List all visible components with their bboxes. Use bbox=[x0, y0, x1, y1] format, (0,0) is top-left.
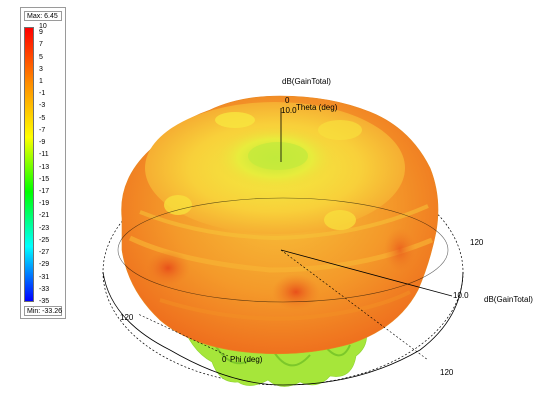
legend-tick-label: -9 bbox=[39, 139, 46, 147]
legend-min-value: Min: -33.26 bbox=[24, 306, 62, 316]
legend-tick-label: -1 bbox=[39, 90, 46, 98]
surface-highlight-4 bbox=[318, 120, 362, 140]
legend-tick-label: -27 bbox=[39, 249, 50, 257]
surface-highlight-2 bbox=[324, 210, 356, 230]
legend-tick-label: 7 bbox=[39, 41, 43, 49]
legend-tick-label: -31 bbox=[39, 273, 50, 281]
x-label-120-bottom: 120 bbox=[440, 368, 454, 377]
legend-tick-label: -15 bbox=[39, 175, 50, 183]
legend-tick-label: 10 bbox=[39, 23, 47, 30]
color-legend: Max: 6.45 10 9 7 5 3 1 -1 -3 -5 -7 -9 -11 -13 -15 -17 -… bbox=[20, 7, 66, 319]
legend-tick-label: -3 bbox=[39, 102, 46, 110]
legend-tick-label: 5 bbox=[39, 53, 43, 61]
legend-tick-label: -19 bbox=[39, 200, 50, 208]
gain-hotspot-2 bbox=[272, 274, 320, 310]
legend-tick-label: -29 bbox=[39, 261, 50, 269]
central-dip-core bbox=[248, 142, 308, 170]
z-axis-title: dB(GainTotal) bbox=[282, 77, 331, 86]
x-label-120-left: 120 bbox=[120, 313, 134, 322]
surface-highlight-3 bbox=[215, 112, 255, 128]
contour-band-2 bbox=[139, 204, 429, 241]
legend-tick-label: 9 bbox=[39, 29, 43, 37]
legend-max-value: Max: 6.45 bbox=[24, 11, 62, 21]
contour-band-3 bbox=[159, 290, 411, 321]
x-axis bbox=[280, 249, 453, 297]
z-label-0: 0 bbox=[285, 96, 290, 105]
legend-tick-label: -13 bbox=[39, 163, 50, 171]
legend-tick-label: 1 bbox=[39, 78, 43, 85]
legend-tick-label: -23 bbox=[39, 224, 50, 232]
legend-tick-label: -17 bbox=[39, 188, 50, 195]
x-label-10: 10.0 bbox=[453, 291, 469, 300]
gain-hotspot-1 bbox=[146, 250, 190, 286]
legend-tick-label: -33 bbox=[39, 285, 50, 293]
legend-tick-label: -21 bbox=[39, 212, 50, 220]
phi-label-0: 0 bbox=[222, 355, 227, 364]
horizontal-ring bbox=[117, 197, 449, 303]
legend-color-bar bbox=[24, 27, 34, 302]
y-axis bbox=[280, 249, 429, 361]
legend-tick-label: -5 bbox=[39, 114, 46, 122]
theta-label: Theta (deg) bbox=[296, 103, 338, 112]
theta-ring-front bbox=[102, 271, 464, 386]
surface-highlight-1 bbox=[164, 195, 192, 215]
legend-tick-label: -11 bbox=[39, 151, 49, 159]
legend-tick-label: -7 bbox=[39, 126, 46, 134]
phi-label: Phi (deg) bbox=[230, 355, 263, 364]
legend-tick-label: 3 bbox=[39, 65, 43, 73]
x-label-120-right: 120 bbox=[470, 238, 484, 247]
gain-hotspot-3 bbox=[384, 228, 416, 272]
z-label-10: 10.0 bbox=[281, 106, 297, 115]
x-axis-title: dB(GainTotal) bbox=[484, 295, 533, 304]
legend-tick-label: -35 bbox=[39, 298, 50, 305]
phi-axis bbox=[137, 313, 229, 357]
legend-tick-label: -25 bbox=[39, 236, 50, 244]
